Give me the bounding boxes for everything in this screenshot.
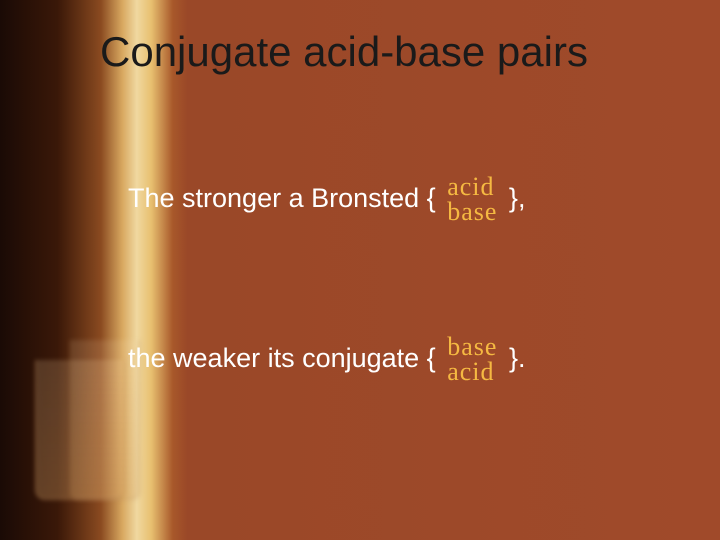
line2-prefix: the weaker its conjugate { bbox=[128, 343, 436, 373]
line1-handwritten-blank: acid base bbox=[443, 175, 501, 224]
left-photo-strip bbox=[0, 0, 170, 540]
line1-hand-bottom: base bbox=[447, 200, 497, 225]
body-line-1: The stronger a Bronsted { acid base }, bbox=[128, 175, 525, 224]
body-line-2: the weaker its conjugate { base acid }. bbox=[128, 335, 525, 384]
line2-hand-top: base bbox=[447, 335, 497, 360]
line1-prefix: The stronger a Bronsted { bbox=[128, 183, 436, 213]
slide: Conjugate acid-base pairs The stronger a… bbox=[0, 0, 720, 540]
line2-handwritten-blank: base acid bbox=[443, 335, 501, 384]
line2-suffix: }. bbox=[509, 343, 526, 374]
line1-suffix: }, bbox=[509, 183, 526, 214]
slide-title: Conjugate acid-base pairs bbox=[100, 28, 588, 76]
line2-hand-bottom: acid bbox=[447, 360, 497, 385]
line1-hand-top: acid bbox=[447, 175, 497, 200]
